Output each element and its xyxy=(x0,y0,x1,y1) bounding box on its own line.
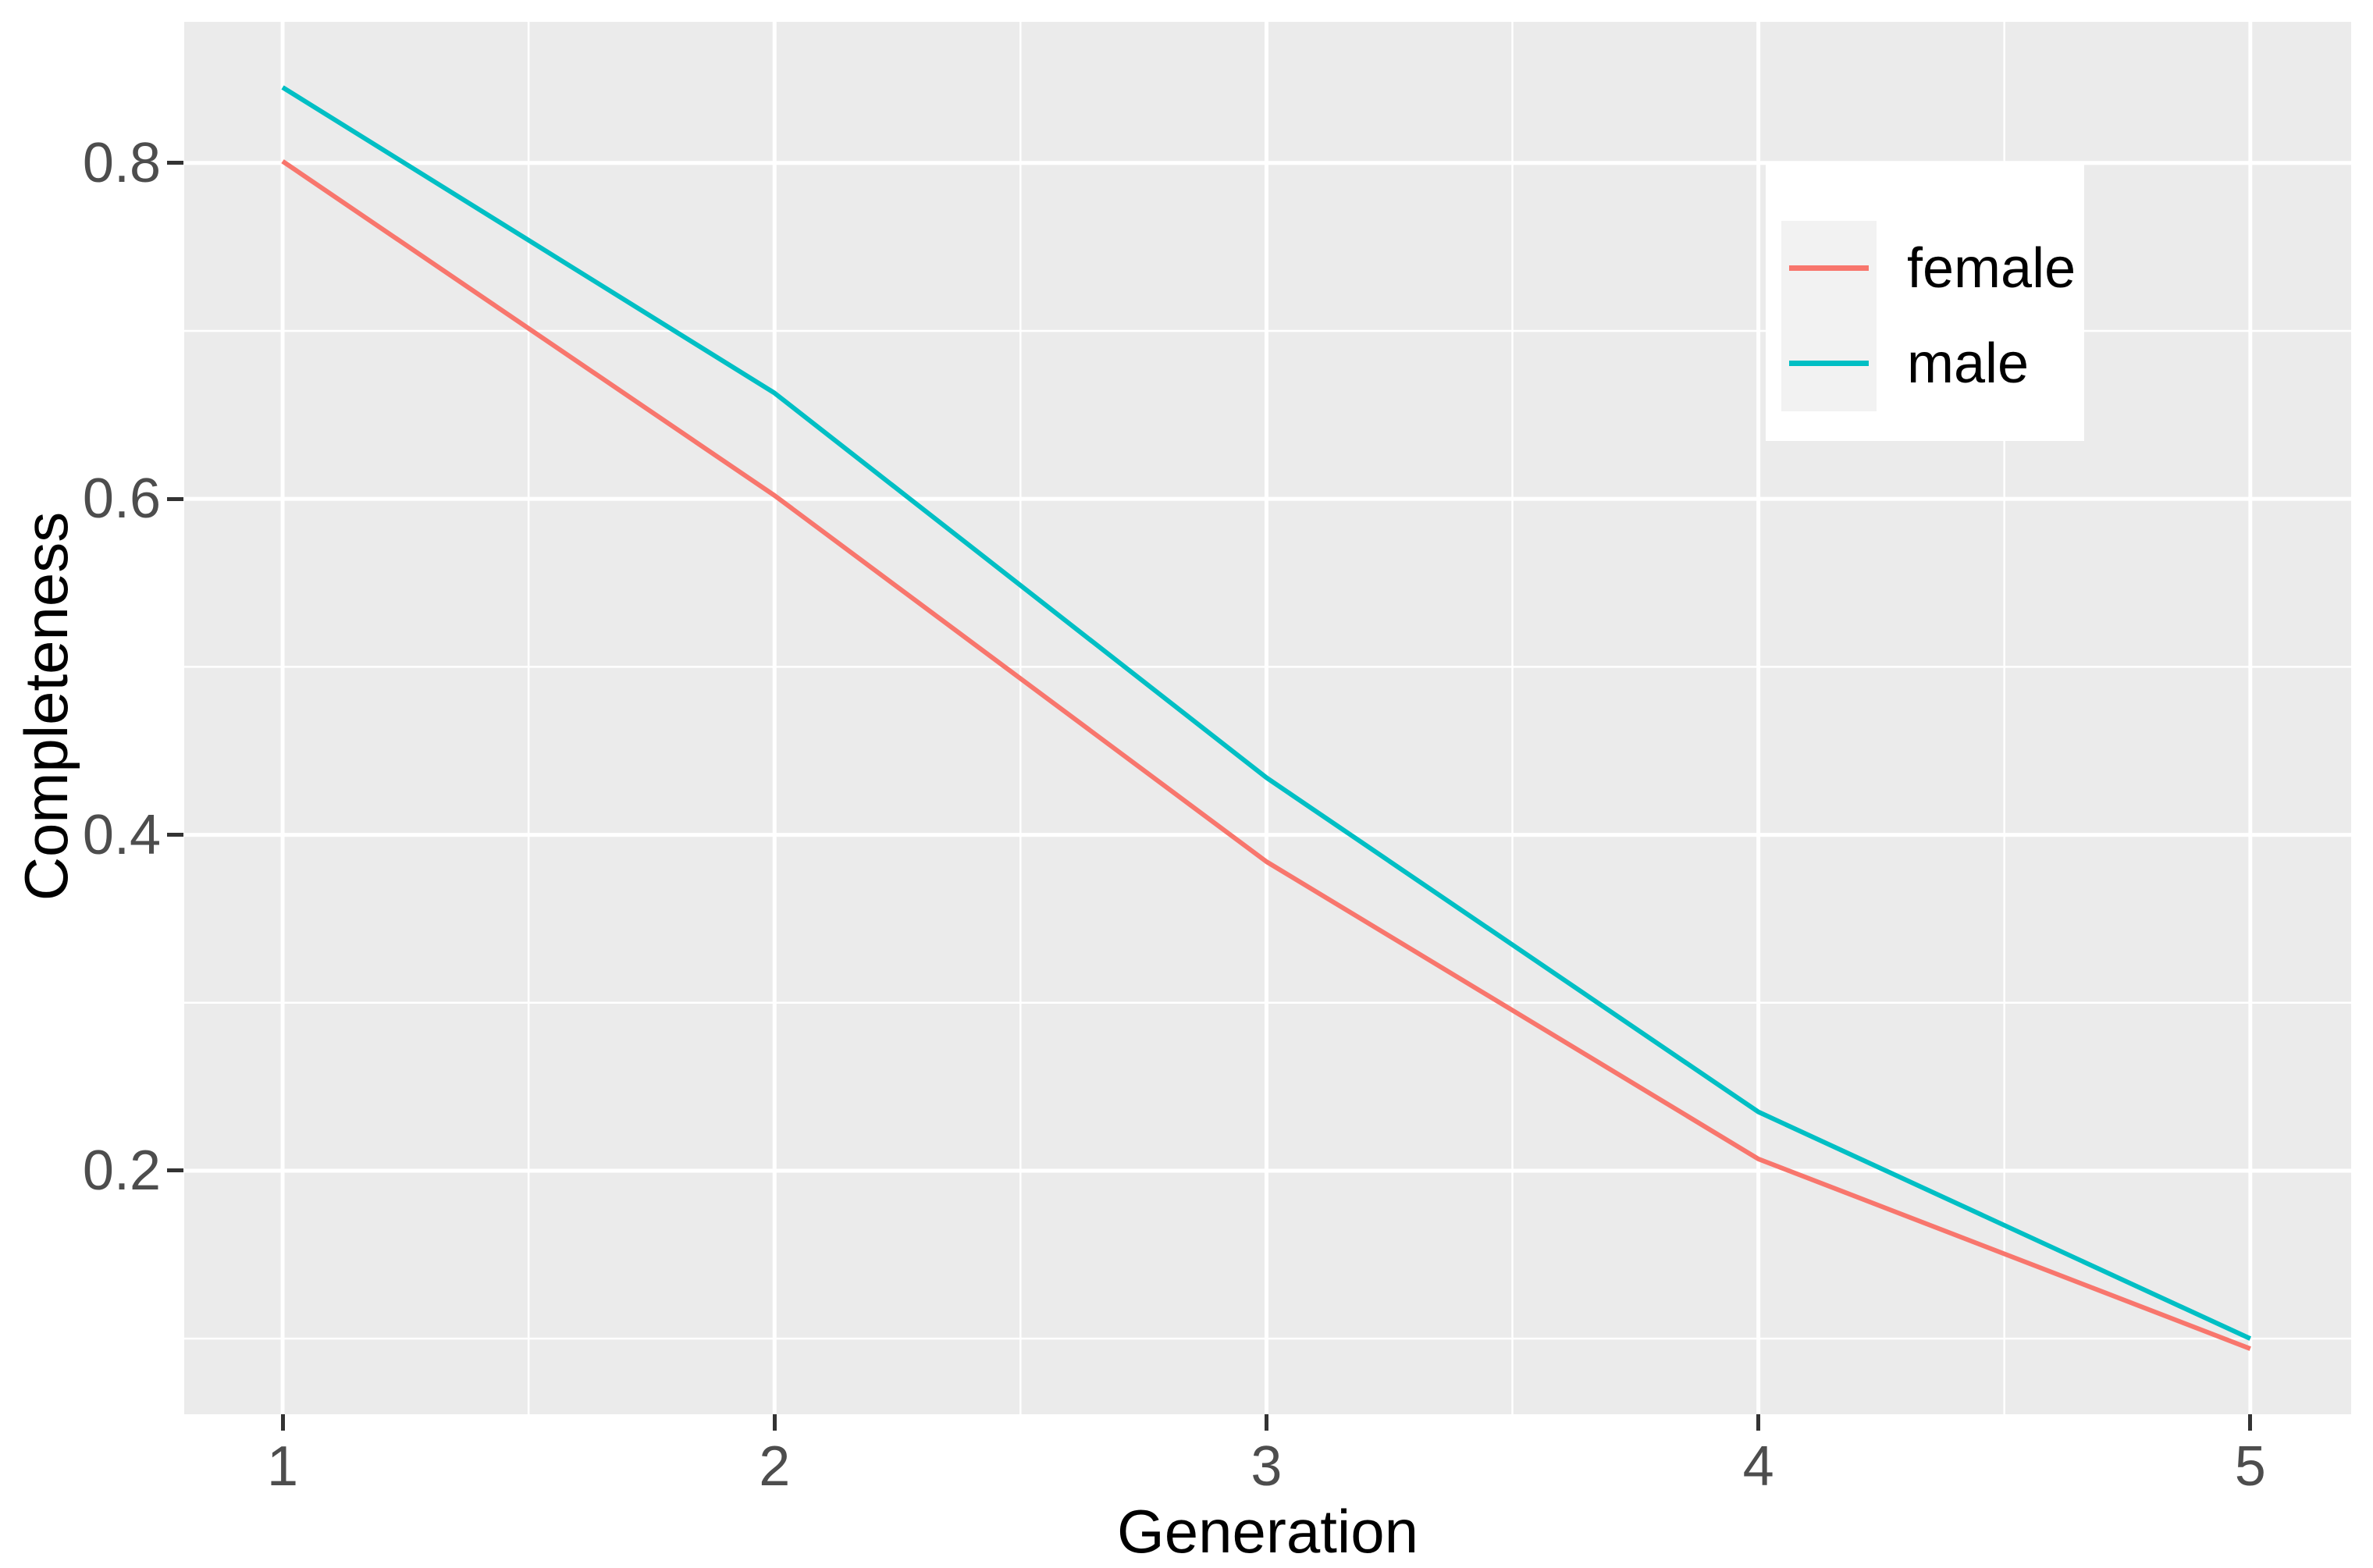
legend-key-line-male xyxy=(1789,361,1869,366)
series-line-male xyxy=(281,85,2252,1341)
x-tick-label-5: 5 xyxy=(2234,1435,2266,1498)
x-tick-label-1: 1 xyxy=(267,1435,299,1498)
x-tick-label-3: 3 xyxy=(1251,1435,1283,1498)
y-tick-label-0.8: 0.8 xyxy=(82,131,161,194)
x-tick-mark-1 xyxy=(280,1414,285,1431)
x-tick-label-2: 2 xyxy=(759,1435,791,1498)
y-tick-label-0.6: 0.6 xyxy=(82,468,161,531)
legend-key-male xyxy=(1781,316,1877,411)
x-tick-mark-3 xyxy=(1264,1414,1268,1431)
x-axis-title: Generation xyxy=(1117,1497,1418,1566)
y-tick-label-0.2: 0.2 xyxy=(82,1139,161,1202)
y-tick-mark-0.8 xyxy=(167,161,183,165)
x-tick-label-4: 4 xyxy=(1742,1435,1774,1498)
x-tick-mark-2 xyxy=(772,1414,777,1431)
legend-key-female xyxy=(1781,221,1877,316)
series-line-female xyxy=(281,159,2251,1351)
y-axis-title: Completeness xyxy=(12,511,80,901)
legend-key-line-female xyxy=(1789,265,1869,271)
y-tick-mark-0.4 xyxy=(167,833,183,837)
y-tick-label-0.4: 0.4 xyxy=(82,803,161,866)
y-tick-mark-0.6 xyxy=(167,496,183,501)
plot-area-svg xyxy=(184,22,2351,1414)
x-tick-mark-4 xyxy=(1756,1414,1761,1431)
legend-label-female: female xyxy=(1907,237,2076,300)
x-tick-mark-5 xyxy=(2248,1414,2253,1431)
legend-item-female: female xyxy=(1781,221,2076,316)
legend-label-male: male xyxy=(1907,332,2030,395)
y-tick-mark-0.2 xyxy=(167,1168,183,1173)
legend: female male xyxy=(1766,162,2084,441)
legend-item-male: male xyxy=(1781,316,2029,411)
